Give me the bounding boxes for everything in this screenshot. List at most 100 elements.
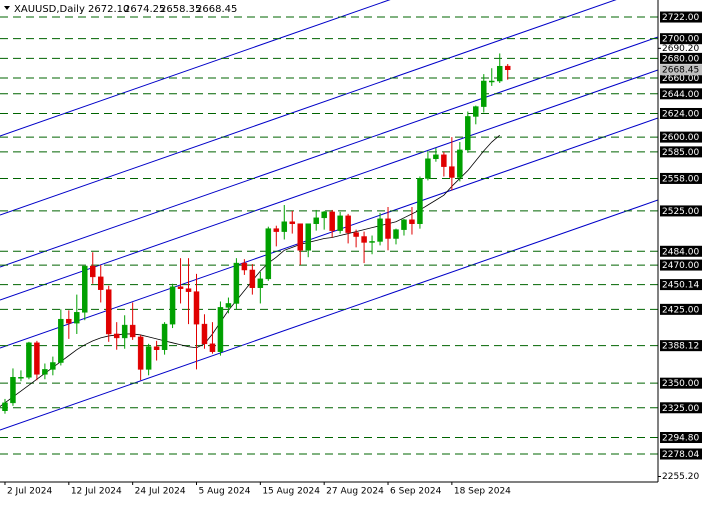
y-tick-label: 2690.20 bbox=[662, 44, 699, 54]
channel-line bbox=[0, 0, 617, 216]
candle-body bbox=[337, 215, 343, 231]
candle-body bbox=[42, 369, 48, 375]
candle-body bbox=[249, 269, 256, 288]
level-label: 2624.00 bbox=[662, 109, 699, 119]
level-label-box bbox=[660, 245, 702, 257]
channel-line bbox=[0, 199, 658, 431]
candle-body bbox=[297, 223, 303, 251]
level-label: 2585.00 bbox=[662, 148, 699, 158]
candle-body bbox=[66, 318, 72, 324]
level-label-box bbox=[660, 377, 702, 389]
candle-body bbox=[289, 221, 296, 224]
candle-body bbox=[145, 346, 152, 370]
x-tick-label: 6 Sep 2024 bbox=[390, 487, 442, 497]
channel-line bbox=[0, 0, 391, 137]
level-label-box bbox=[660, 107, 702, 119]
ohlc-open: 2672.10 bbox=[88, 4, 129, 15]
candle-body bbox=[58, 318, 64, 363]
level-label-box bbox=[660, 88, 702, 100]
level-label: 2722.00 bbox=[662, 13, 699, 23]
level-label: 2350.00 bbox=[662, 379, 699, 389]
candle-body bbox=[177, 286, 184, 289]
level-label: 2600.00 bbox=[662, 133, 699, 143]
candle-body bbox=[409, 219, 415, 224]
candle-body bbox=[401, 219, 407, 230]
level-label-box bbox=[660, 432, 702, 444]
level-label: 2278.04 bbox=[662, 450, 699, 460]
candle-body bbox=[281, 221, 288, 232]
candle-body bbox=[305, 223, 311, 251]
candle-body bbox=[489, 80, 495, 83]
level-label-box bbox=[660, 205, 702, 217]
level-label: 2294.80 bbox=[662, 434, 699, 444]
level-label: 2700.00 bbox=[662, 35, 699, 45]
candle-body bbox=[257, 278, 264, 288]
moving-average bbox=[0, 134, 501, 408]
candle-body bbox=[121, 324, 128, 339]
candle-body bbox=[241, 262, 248, 271]
level-label-box bbox=[660, 448, 702, 460]
candle-body bbox=[273, 228, 280, 232]
level-label: 2425.00 bbox=[662, 305, 699, 315]
level-label: 2450.14 bbox=[662, 281, 699, 291]
candle-body bbox=[169, 286, 176, 325]
candle-body bbox=[201, 323, 208, 345]
level-label-box bbox=[660, 52, 702, 64]
candle-body bbox=[449, 166, 455, 178]
level-label: 2325.00 bbox=[662, 404, 699, 414]
level-label: 2484.00 bbox=[662, 247, 699, 257]
candle-body bbox=[185, 288, 192, 292]
candle-body bbox=[385, 218, 391, 239]
candle-body bbox=[496, 65, 503, 82]
level-label-box bbox=[660, 172, 702, 184]
candle-body bbox=[345, 215, 351, 233]
level-label: 2388.12 bbox=[662, 342, 699, 352]
x-tick-label: 12 Jul 2024 bbox=[71, 487, 122, 497]
candle-body bbox=[50, 362, 56, 370]
candle-body bbox=[225, 303, 232, 308]
candle-body bbox=[153, 346, 160, 350]
x-tick-label: 24 Jul 2024 bbox=[135, 487, 186, 497]
candle-body bbox=[377, 218, 383, 242]
level-label: 2558.00 bbox=[662, 174, 699, 184]
candle-body bbox=[18, 377, 24, 379]
candle-body bbox=[105, 289, 112, 335]
candle-body bbox=[457, 149, 463, 178]
ohlc-close: 2668.45 bbox=[196, 4, 237, 15]
candle-body bbox=[425, 158, 431, 179]
candle-body bbox=[329, 211, 335, 231]
candle-body bbox=[217, 307, 224, 352]
candle-body bbox=[2, 402, 8, 411]
candle-body bbox=[74, 312, 80, 324]
level-label-box bbox=[660, 72, 702, 84]
candle-body bbox=[82, 265, 88, 313]
candle-body bbox=[473, 106, 479, 117]
level-label: 2525.00 bbox=[662, 207, 699, 217]
level-label-box bbox=[660, 33, 702, 45]
ohlc-high: 2674.25 bbox=[124, 4, 165, 15]
candle-body bbox=[393, 229, 399, 239]
candle-body bbox=[90, 265, 96, 278]
candle-body bbox=[321, 211, 327, 219]
candle-body bbox=[209, 343, 216, 352]
candle-body bbox=[433, 154, 439, 160]
candle-body bbox=[10, 377, 16, 404]
x-tick-label: 2 Jul 2024 bbox=[7, 487, 52, 497]
candle-body bbox=[441, 154, 447, 167]
level-label-box bbox=[660, 279, 702, 291]
level-label-box bbox=[660, 131, 702, 143]
candle-body bbox=[113, 333, 120, 339]
y-tick-label: 2255.20 bbox=[662, 472, 699, 482]
level-label-box bbox=[660, 146, 702, 158]
candle-body bbox=[137, 336, 144, 370]
ohlc-low: 2658.35 bbox=[160, 4, 201, 15]
level-label-box bbox=[660, 11, 702, 23]
level-label: 2644.00 bbox=[662, 90, 699, 100]
channel-line bbox=[0, 69, 658, 301]
last-price-label: 2668.45 bbox=[662, 66, 699, 76]
level-label: 2660.00 bbox=[662, 74, 699, 84]
plot-area bbox=[0, 0, 658, 455]
candle-body bbox=[161, 323, 168, 350]
candle-body bbox=[369, 241, 375, 243]
